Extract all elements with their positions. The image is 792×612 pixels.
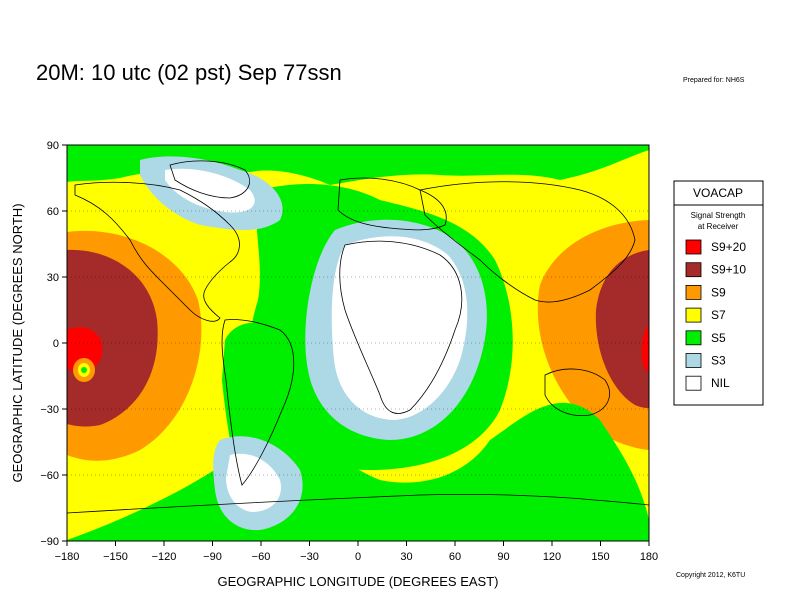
legend-title: VOACAP bbox=[693, 186, 743, 200]
legend-swatch bbox=[685, 330, 702, 346]
s9plus20-region-east bbox=[641, 325, 649, 372]
x-tick-label: −60 bbox=[252, 551, 271, 563]
coastlines bbox=[67, 160, 649, 514]
x-tick-label: 90 bbox=[497, 551, 509, 563]
x-axis: −180 −150 −120 −90 −60 −30 0 30 60 90 120 150 180 bbox=[55, 541, 658, 563]
copyright-note: Copyright 2012, K6TU bbox=[676, 572, 746, 579]
y-tick-label: 30 bbox=[47, 272, 59, 284]
map-title: 20M: 10 utc (02 pst) Sep 77ssn bbox=[36, 60, 342, 85]
legend-swatch bbox=[685, 262, 702, 278]
s9plus10-region-west bbox=[67, 249, 158, 427]
legend-swatch bbox=[685, 307, 702, 323]
y-axis-title: GEOGRAPHIC LATITUDE (DEGREES NORTH) bbox=[10, 203, 25, 482]
y-tick-label: 0 bbox=[53, 338, 59, 350]
x-tick-label: 30 bbox=[400, 551, 412, 563]
x-tick-label: 60 bbox=[449, 551, 461, 563]
legend-swatch bbox=[685, 239, 702, 255]
x-axis-title: GEOGRAPHIC LONGITUDE (DEGREES EAST) bbox=[218, 574, 499, 589]
y-tick-label: 90 bbox=[47, 140, 59, 152]
y-tick-label: −60 bbox=[40, 470, 59, 482]
nil-region-north bbox=[165, 168, 255, 213]
legend-swatch bbox=[685, 353, 702, 368]
legend-swatch bbox=[685, 375, 702, 391]
prepared-for-note: Prepared for: NH6S bbox=[683, 77, 745, 84]
nil-region-central bbox=[331, 236, 468, 420]
signal-coverage-layer bbox=[67, 145, 649, 541]
x-tick-label: −120 bbox=[152, 551, 177, 563]
x-tick-label: 120 bbox=[543, 551, 561, 563]
legend-label: S5 bbox=[711, 331, 726, 345]
s5-region-south bbox=[67, 380, 649, 541]
s5-region-north bbox=[67, 145, 649, 185]
grid-lines bbox=[67, 210, 649, 476]
x-tick-label: −150 bbox=[103, 551, 128, 563]
x-tick-label: 150 bbox=[591, 551, 609, 563]
nil-region-south bbox=[226, 453, 281, 512]
legend-subtitle-line1: Signal Strength bbox=[691, 211, 746, 220]
legend-subtitle-line2: at Receiver bbox=[698, 222, 739, 231]
legend-swatch bbox=[685, 284, 702, 300]
x-tick-label: 0 bbox=[355, 551, 361, 563]
legend-label: S9+10 bbox=[711, 263, 746, 277]
legend-label: S3 bbox=[711, 354, 726, 368]
legend-label: NIL bbox=[711, 376, 730, 390]
y-tick-label: −30 bbox=[40, 404, 59, 416]
legend-items: S9+20 S9+10 S9 S7 S5 S3 NIL bbox=[685, 239, 746, 391]
x-tick-label: 180 bbox=[640, 551, 658, 563]
y-tick-label: 60 bbox=[47, 206, 59, 218]
y-axis: 90 60 30 0 −30 −60 −90 bbox=[40, 140, 67, 548]
s9plus20-region-west bbox=[67, 327, 103, 372]
legend-label: S9 bbox=[711, 285, 726, 299]
legend: VOACAP Signal Strength at Receiver S9+20… bbox=[673, 180, 764, 406]
legend-label: S9+20 bbox=[711, 240, 746, 254]
legend-label: S7 bbox=[711, 308, 726, 322]
x-tick-label: −30 bbox=[300, 551, 319, 563]
x-tick-label: −90 bbox=[203, 551, 222, 563]
x-tick-label: −180 bbox=[55, 551, 80, 563]
s9plus10-region-east bbox=[595, 250, 649, 408]
y-tick-label: −90 bbox=[40, 536, 59, 548]
s5-spot-west bbox=[81, 367, 87, 373]
